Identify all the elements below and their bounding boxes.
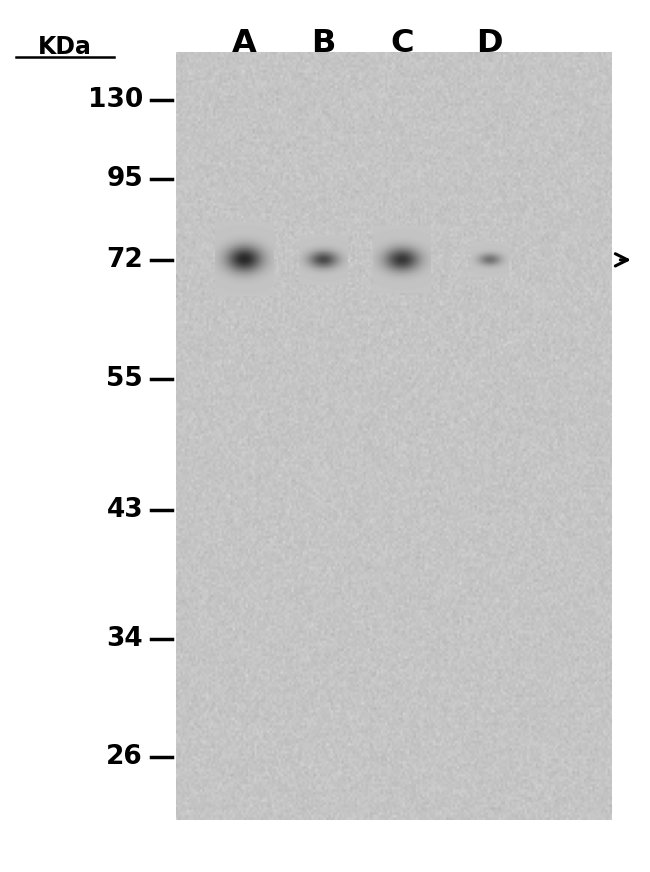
Text: 43: 43 <box>107 497 143 523</box>
Text: A: A <box>231 28 256 59</box>
Text: 72: 72 <box>106 247 143 273</box>
Text: 26: 26 <box>106 744 143 770</box>
Text: 34: 34 <box>107 626 143 652</box>
Text: 95: 95 <box>106 166 143 192</box>
Text: 130: 130 <box>88 87 143 113</box>
Text: C: C <box>390 28 413 59</box>
Text: B: B <box>311 28 335 59</box>
Text: D: D <box>476 28 502 59</box>
Text: 55: 55 <box>106 366 143 392</box>
Text: KDa: KDa <box>38 35 92 59</box>
